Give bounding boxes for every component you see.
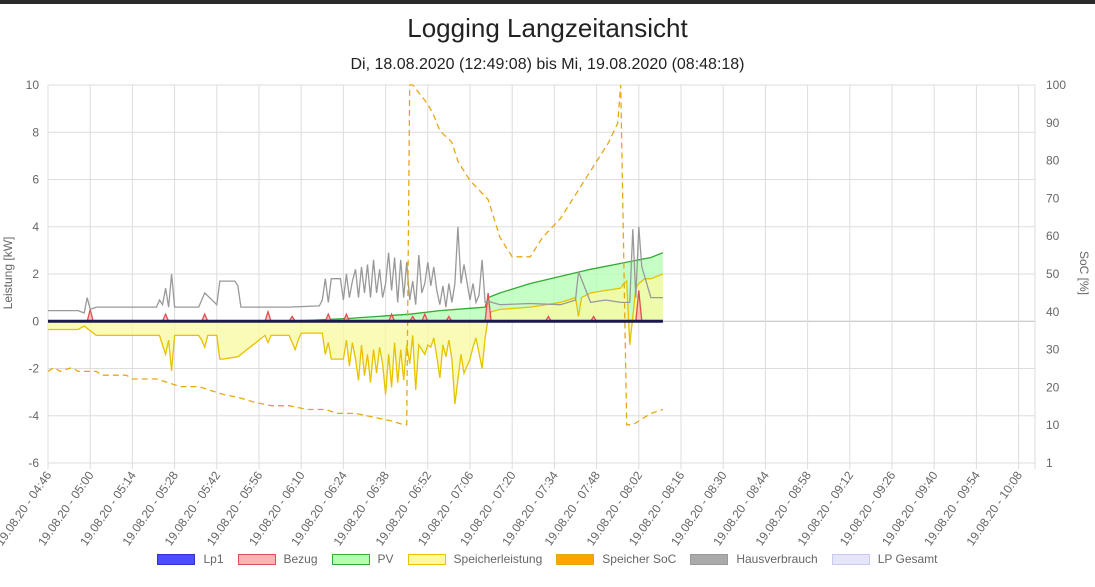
y2-tick-label: 80: [1046, 154, 1060, 168]
legend-item-lp-gesamt[interactable]: LP Gesamt: [831, 552, 938, 566]
legend-item-pv[interactable]: PV: [331, 552, 394, 566]
chart-series: [47, 84, 664, 426]
legend-item-speicherleistung[interactable]: Speicherleistung: [407, 552, 543, 566]
y2-tick-label: 60: [1046, 229, 1060, 243]
y-tick-label: 6: [32, 173, 39, 187]
y2-tick-label: 90: [1046, 116, 1060, 130]
y-tick-label: -4: [28, 409, 39, 423]
legend-swatch: [407, 553, 446, 565]
y2-tick-label: 1: [1046, 456, 1053, 470]
y-tick-label: 10: [26, 78, 40, 92]
legend-swatch: [331, 553, 370, 565]
legend-label: Bezug: [283, 552, 318, 566]
y2-tick-label: 30: [1046, 343, 1060, 357]
legend-item-bezug[interactable]: Bezug: [237, 552, 318, 566]
chart-subtitle: Di, 18.08.2020 (12:49:08) bis Mi, 19.08.…: [350, 56, 745, 73]
speicherleistung-area: [48, 274, 663, 404]
y-tick-label: 8: [32, 125, 39, 139]
chart-legend: Lp1 Bezug PV Speicherleistung Speicher SoC Ha…: [0, 552, 1095, 566]
chart-grid: [47, 84, 1036, 469]
legend-label: Speicher SoC: [602, 552, 677, 566]
y2-tick-label: 20: [1046, 380, 1060, 394]
y2-tick-label: 70: [1046, 191, 1060, 205]
legend-label: Lp1: [203, 552, 224, 566]
legend-item-lp1[interactable]: Lp1: [157, 552, 224, 566]
y-axis-label: Leistung [kW]: [1, 237, 15, 310]
speicher-soc-line: [47, 84, 664, 426]
hausverbrauch-line: [48, 226, 663, 314]
legend-item-hausverbrauch[interactable]: Hausverbrauch: [690, 552, 818, 566]
y-tick-label: 2: [32, 267, 39, 281]
legend-label: LP Gesamt: [877, 552, 938, 566]
legend-label: Speicherleistung: [453, 552, 543, 566]
speicherleistung-line: [48, 273, 664, 404]
legend-swatch: [237, 553, 276, 565]
window-top-bar: [0, 0, 1095, 4]
y2-tick-label: 10: [1046, 418, 1060, 432]
y-tick-label: 4: [32, 220, 39, 234]
y2-tick-label: 50: [1046, 267, 1060, 281]
legend-swatch: [556, 553, 595, 565]
legend-label: PV: [377, 552, 394, 566]
legend-swatch: [831, 553, 870, 565]
y-tick-label: -2: [28, 362, 39, 376]
y2-tick-label: 40: [1046, 305, 1060, 319]
legend-swatch: [157, 553, 196, 565]
chart-title: Logging Langzeitansicht: [407, 13, 688, 43]
y-tick-label: 0: [32, 314, 39, 328]
legend-label: Hausverbrauch: [736, 552, 818, 566]
y2-axis-label: SoC [%]: [1077, 251, 1091, 295]
y2-tick-label: 100: [1046, 78, 1066, 92]
legend-swatch: [690, 553, 729, 565]
legend-item-speicher-soc[interactable]: Speicher SoC: [556, 552, 676, 566]
y-tick-label: -6: [28, 456, 39, 470]
